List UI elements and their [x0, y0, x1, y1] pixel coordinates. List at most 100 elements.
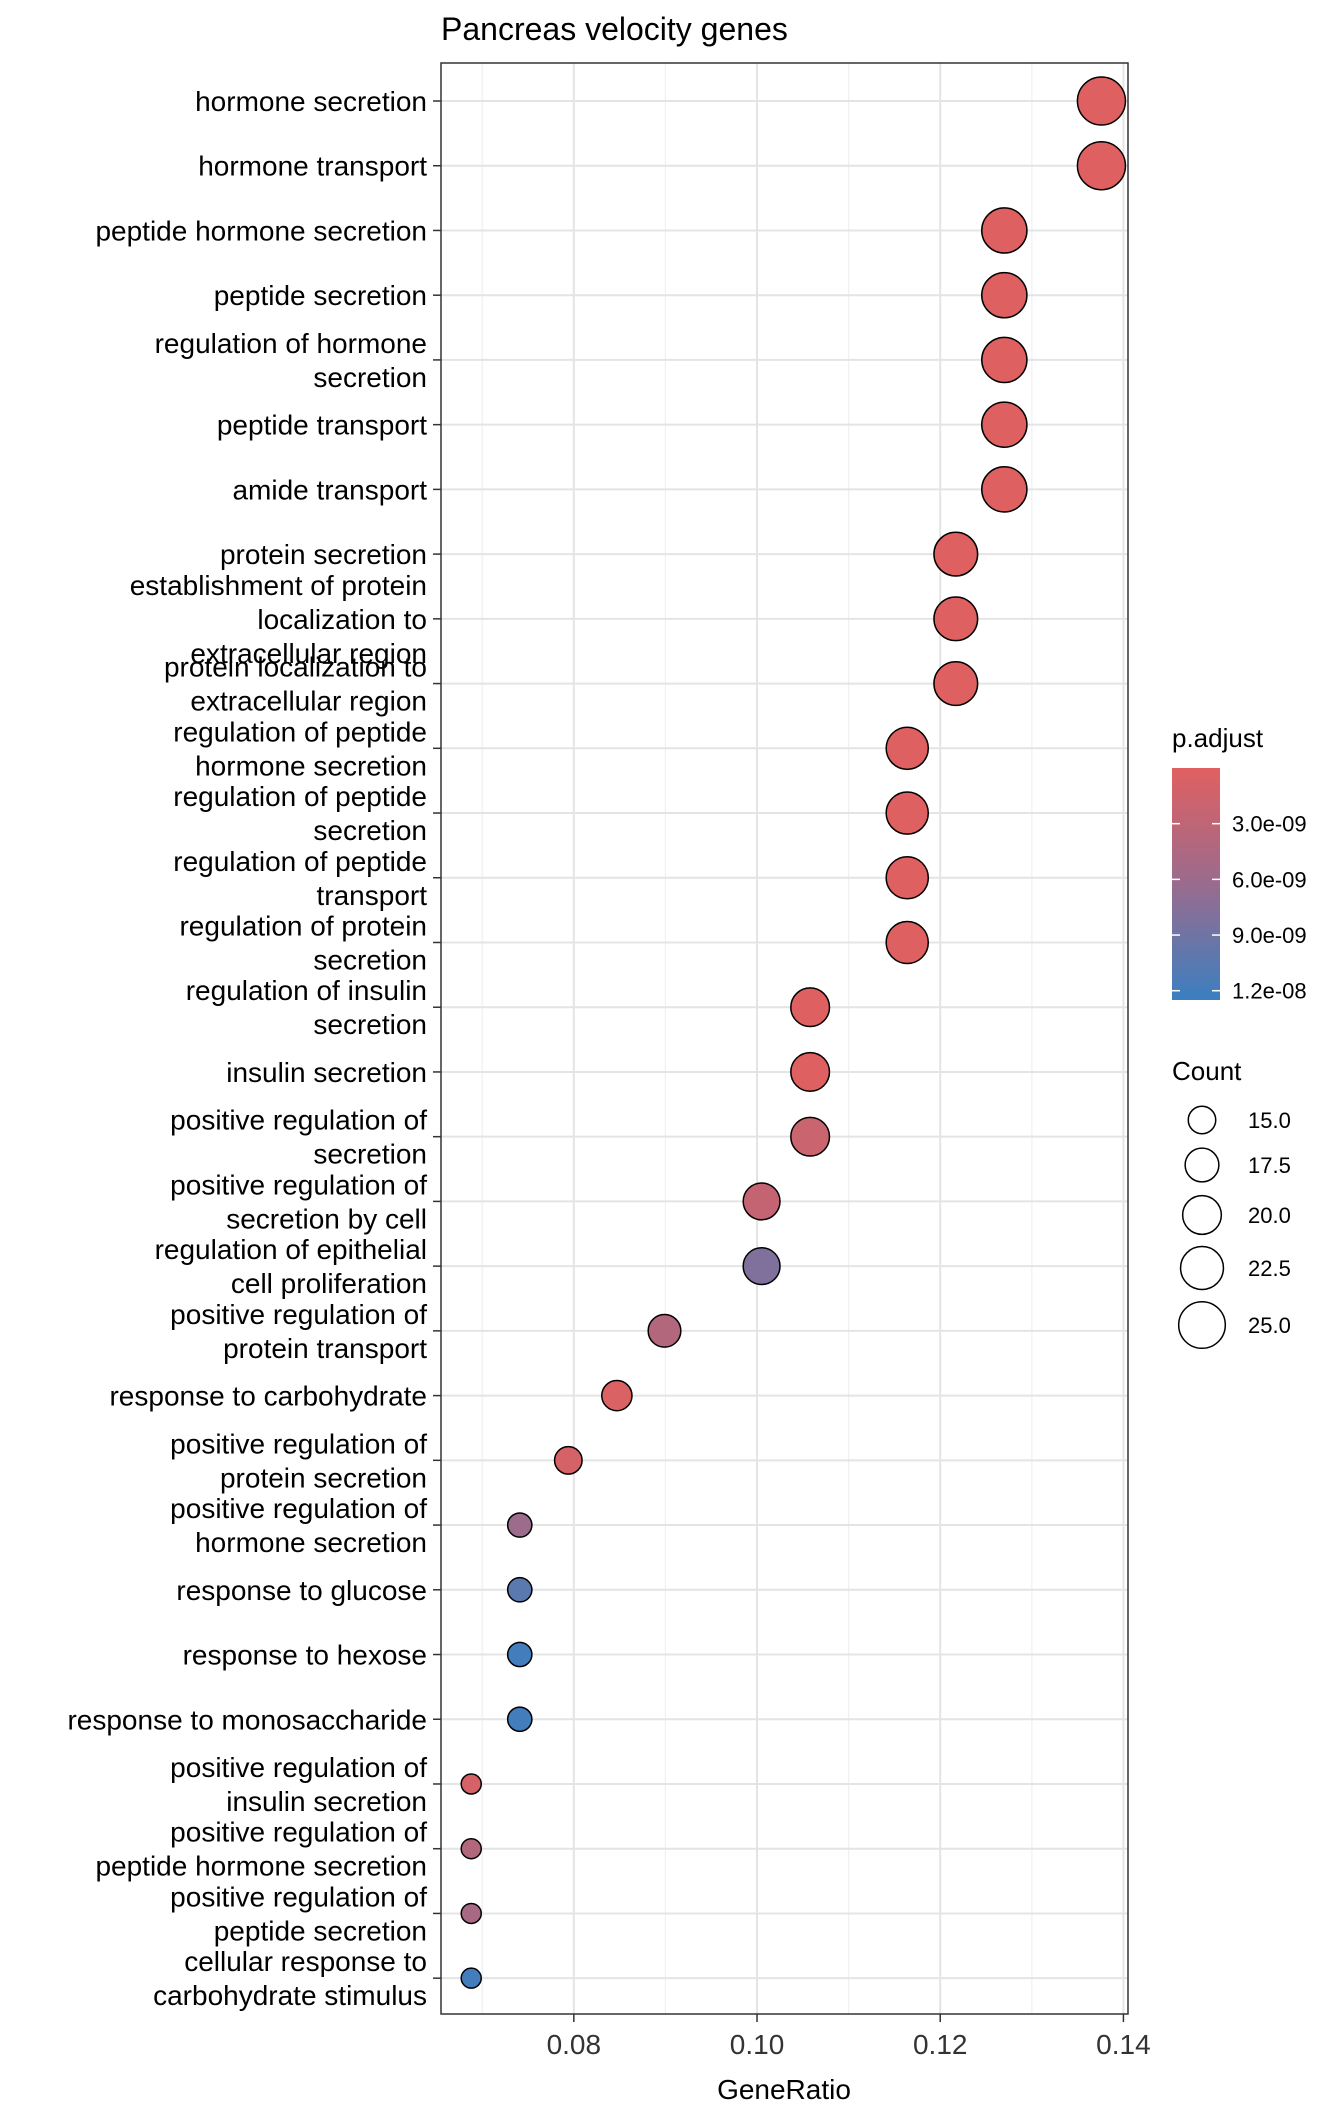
y-tick-label: positive regulation of insulin secretion	[170, 1752, 427, 1817]
color-legend-label: 3.0e-09	[1232, 812, 1307, 837]
y-tick-label: regulation of insulin secretion	[186, 975, 427, 1040]
y-tick-label-line: transport	[317, 880, 428, 911]
y-tick-label-line: peptide hormone secretion	[95, 1851, 427, 1882]
size-legend-items: 15.0 17.5 20.0 22.5 25.0	[1177, 1105, 1291, 1350]
size-legend-label: 22.5	[1248, 1256, 1291, 1281]
size-legend-circle	[1184, 1147, 1220, 1183]
data-point	[1076, 76, 1127, 126]
data-point	[647, 1313, 682, 1348]
y-tick-label-line: regulation of peptide	[173, 716, 427, 747]
data-point	[885, 855, 930, 900]
y-tick-label-line: peptide secretion	[214, 1915, 427, 1946]
y-tick-label-line: regulation of epithelial	[155, 1234, 427, 1265]
data-point	[460, 1902, 482, 1925]
color-legend-label: 1.2e-08	[1232, 979, 1307, 1004]
y-tick-label-line: hormone secretion	[195, 86, 427, 117]
color-legend-title: p.adjust	[1172, 723, 1264, 753]
y-tick-label-line: establishment of protein	[130, 570, 427, 601]
y-tick-label: cellular response to carbohydrate stimulu…	[153, 1946, 427, 2011]
y-tick-label-line: extracellular region	[190, 638, 427, 669]
y-tick-label: regulation of hormone secretion	[155, 328, 427, 393]
size-legend-circle	[1177, 1300, 1227, 1350]
data-point	[981, 466, 1028, 513]
y-tick-label-line: hormone secretion	[195, 750, 427, 781]
y-tick-label: positive regulation of hormone secretion	[170, 1493, 427, 1558]
y-tick-label-line: protein secretion	[220, 539, 427, 570]
color-legend-ticks: 3.0e-09 6.0e-09 9.0e-09 1.2e-08	[1172, 812, 1307, 1004]
y-tick-label-line: insulin secretion	[226, 1057, 427, 1088]
data-point	[742, 1182, 781, 1221]
y-tick-label-line: hormone secretion	[195, 1527, 427, 1558]
points-layer	[460, 76, 1127, 1989]
data-point	[460, 1773, 482, 1795]
y-tick-label-line: secretion	[313, 1009, 427, 1040]
y-tick-label-line: positive regulation of	[170, 1105, 427, 1136]
y-tick-label: peptide hormone secretion	[95, 215, 427, 246]
y-tick-label: positive regulation of protein transport	[170, 1299, 427, 1364]
data-point	[885, 920, 930, 965]
data-point	[790, 987, 831, 1028]
y-tick-label: hormone transport	[198, 151, 427, 182]
y-tick-label-line: extracellular region	[190, 686, 427, 717]
y-tick-label: positive regulation of peptide hormone se…	[95, 1817, 427, 1882]
y-tick-label-line: response to carbohydrate	[109, 1381, 427, 1412]
y-tick-label: response to glucose	[176, 1575, 427, 1606]
y-tick-label-line: amide transport	[232, 474, 427, 505]
data-point	[506, 1641, 533, 1668]
y-tick-label-line: insulin secretion	[226, 1786, 427, 1817]
plot-panel-border	[440, 62, 1129, 2015]
x-tick-label: 0.10	[730, 2029, 785, 2060]
color-legend-label: 9.0e-09	[1232, 923, 1307, 948]
y-tick-label: establishment of protein localization to e…	[130, 570, 427, 669]
y-tick-label-line: regulation of peptide	[173, 781, 427, 812]
y-tick-label-line: peptide secretion	[214, 280, 427, 311]
y-tick-label-line: cell proliferation	[231, 1268, 427, 1299]
x-tick-label: 0.12	[913, 2029, 968, 2060]
data-point	[981, 401, 1028, 448]
legend: p.adjust 3.0e-09 6.0e-09 9.0e-09 1.2e-08 Co…	[1172, 723, 1307, 1350]
y-tick-label-line: carbohydrate stimulus	[153, 1980, 427, 2011]
y-tick-label-line: regulation of protein	[179, 910, 427, 941]
y-tick-label-line: positive regulation of	[170, 1817, 427, 1848]
x-axis: 0.08 0.10 0.12 0.14	[547, 2014, 1151, 2060]
y-tick-label: protein secretion	[220, 539, 427, 570]
y-tick-label: insulin secretion	[226, 1057, 427, 1088]
y-tick-label-line: peptide hormone secretion	[95, 215, 427, 246]
y-tick-label: response to monosaccharide	[67, 1704, 427, 1735]
y-tick-label: regulation of peptide transport	[173, 846, 427, 911]
y-tick-label-line: positive regulation of	[170, 1493, 427, 1524]
data-point	[981, 336, 1028, 384]
y-tick-label-line: response to hexose	[183, 1640, 427, 1671]
data-point	[933, 596, 979, 642]
y-tick-label-line: regulation of peptide	[173, 846, 427, 877]
y-tick-label-line: response to monosaccharide	[67, 1704, 427, 1735]
y-tick-label-line: regulation of insulin	[186, 975, 427, 1006]
y-tick-label: regulation of peptide hormone secretion	[173, 716, 427, 781]
y-tick-label: peptide secretion	[214, 280, 427, 311]
data-point	[885, 726, 930, 771]
y-tick-label-line: peptide transport	[217, 410, 427, 441]
data-point	[506, 1576, 533, 1603]
y-tick-label-line: secretion	[313, 815, 427, 846]
data-point	[506, 1512, 533, 1538]
size-legend-title: Count	[1172, 1056, 1242, 1086]
data-point	[601, 1379, 633, 1412]
y-tick-label: regulation of epithelial cell proliferati…	[155, 1234, 427, 1299]
y-tick-label: response to hexose	[183, 1640, 427, 1671]
data-point	[790, 1051, 831, 1093]
y-tick-label: hormone secretion	[195, 86, 427, 117]
y-tick-label-line: protein localization to	[164, 652, 427, 683]
data-point	[553, 1445, 583, 1475]
size-legend-circle	[1187, 1105, 1217, 1135]
y-tick-label-line: hormone transport	[198, 151, 427, 182]
y-tick-label-line: secretion	[313, 1139, 427, 1170]
y-tick-label: positive regulation of peptide secretion	[170, 1881, 427, 1946]
y-tick-label: positive regulation of secretion by cell	[170, 1169, 427, 1234]
y-tick-label: regulation of protein secretion	[179, 910, 427, 975]
data-point	[742, 1246, 781, 1286]
y-tick-label-line: positive regulation of	[170, 1881, 427, 1912]
data-point	[885, 791, 930, 835]
y-tick-label-line: localization to	[257, 604, 427, 635]
